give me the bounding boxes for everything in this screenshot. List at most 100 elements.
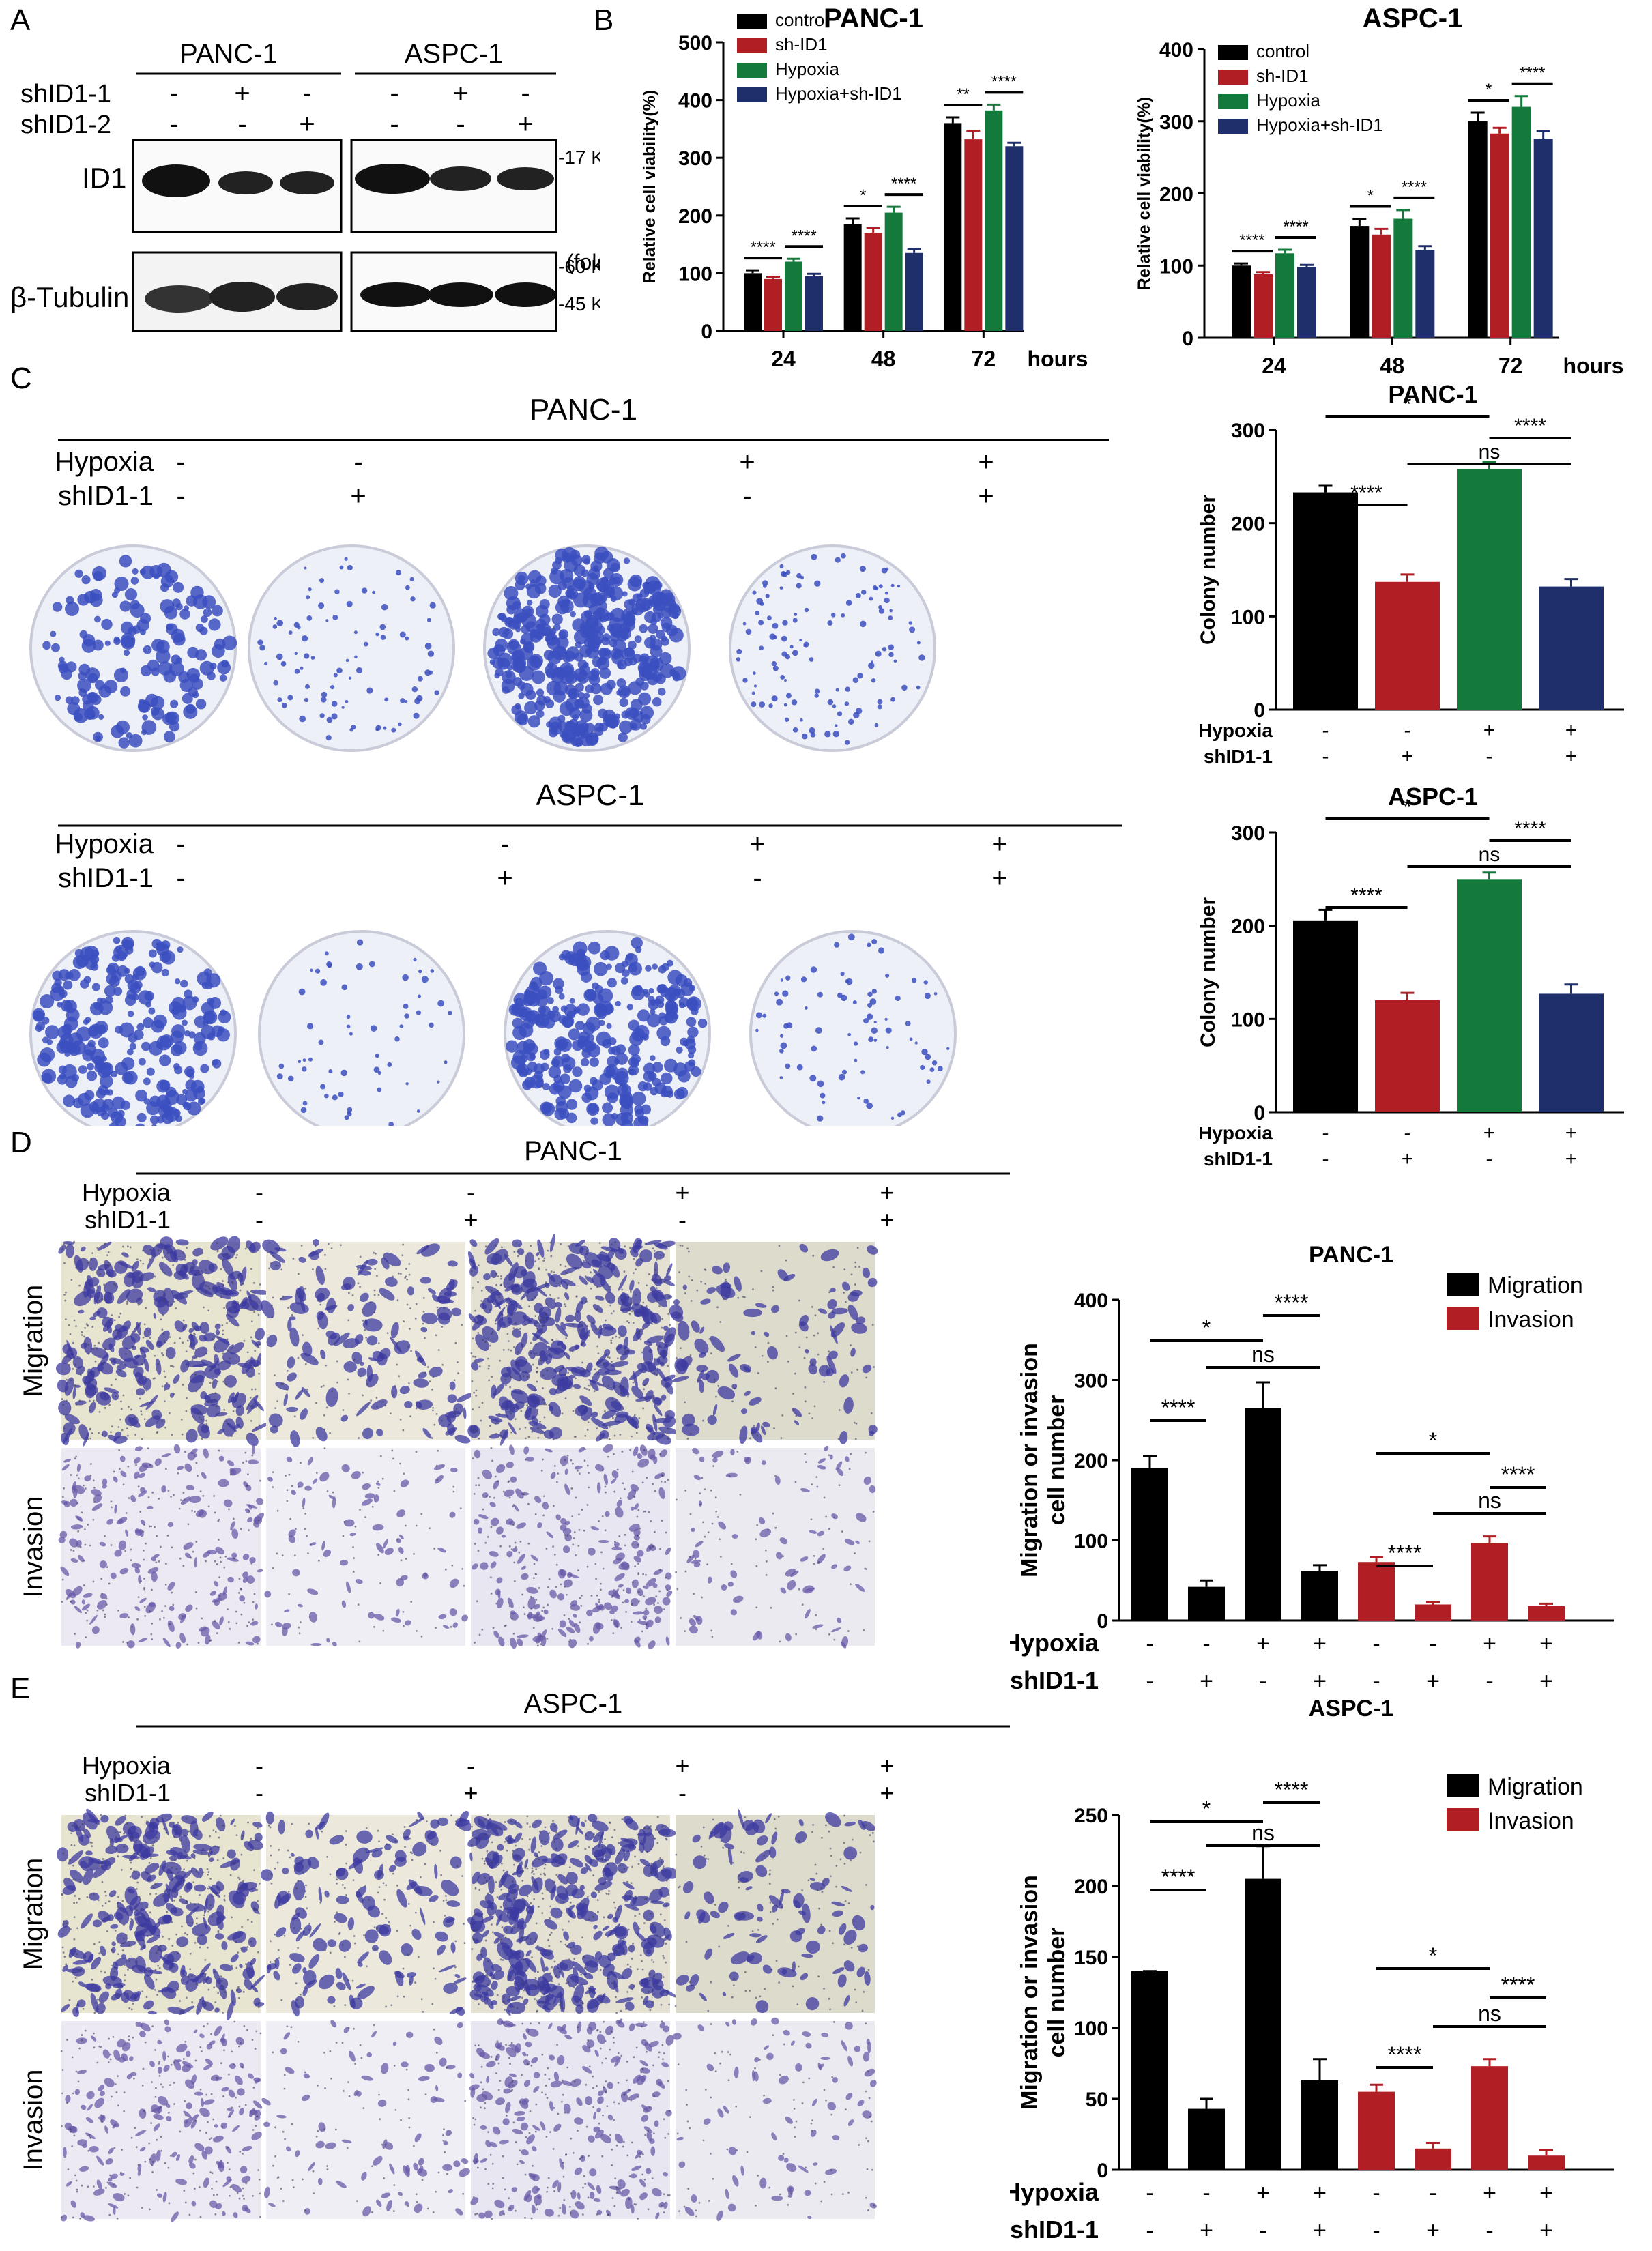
blot-sign: - <box>456 109 465 139</box>
panel-letter-a: A <box>10 3 31 37</box>
significance-label: **** <box>1501 1973 1535 1997</box>
bar <box>1131 1971 1168 2170</box>
legend-swatch <box>1447 1307 1479 1330</box>
bar <box>1188 2108 1225 2170</box>
bar <box>1528 2155 1565 2170</box>
y-tick-label: 200 <box>1231 513 1265 536</box>
sign: + <box>1483 2180 1496 2206</box>
sign: - <box>1146 2218 1153 2243</box>
sign: - <box>1146 1668 1153 1694</box>
migration-image <box>467 1233 678 1446</box>
bar <box>1358 1562 1395 1621</box>
significance-label: **** <box>1239 231 1264 250</box>
sign: + <box>880 1779 894 1807</box>
significance-label: **** <box>1402 178 1427 197</box>
y-tick-label: 400 <box>1074 1290 1108 1312</box>
y-axis-label: Relative cell viability(%) <box>1135 97 1154 290</box>
chart-title: ASPC-1 <box>1363 3 1463 33</box>
colonies <box>487 546 686 747</box>
legend-label: Invasion <box>1488 1307 1574 1333</box>
sign: + <box>1256 1631 1270 1657</box>
bar <box>1254 274 1273 338</box>
y-tick-label: 0 <box>1254 699 1265 722</box>
sign: + <box>1539 1668 1553 1694</box>
blot-fold-unit: (fold) <box>566 250 600 274</box>
transwell-row-label: Migration <box>18 1858 48 1971</box>
sign: - <box>1372 1631 1380 1657</box>
row-label-hypoxia: Hypoxia <box>1010 1629 1099 1657</box>
x-tick-label: 48 <box>871 347 896 371</box>
invasion-image <box>261 2020 470 2219</box>
significance-label: **** <box>1514 415 1546 437</box>
chart-title: PANC-1 <box>1309 1242 1393 1268</box>
blot-band <box>209 282 275 312</box>
sign: - <box>467 1178 475 1206</box>
bar <box>1490 133 1509 338</box>
sign: + <box>978 481 994 511</box>
sign: - <box>1404 719 1411 742</box>
y-tick-label: 0 <box>1254 1102 1265 1124</box>
significance-label: **** <box>1161 1395 1195 1420</box>
y-tick-label: 200 <box>1159 184 1193 206</box>
migration-image <box>57 1808 265 2021</box>
legend-swatch <box>737 38 767 53</box>
x-axis-label: hours <box>1028 347 1088 371</box>
y-tick-label: 0 <box>701 321 712 343</box>
sign: - <box>1404 1122 1411 1144</box>
sign: - <box>1322 1122 1329 1144</box>
bar <box>1275 253 1294 338</box>
sign: - <box>1372 2218 1380 2243</box>
legend-swatch <box>1218 70 1248 85</box>
bar <box>805 276 823 331</box>
y-tick-label: 300 <box>1231 420 1265 442</box>
colonies <box>276 939 452 1126</box>
x-tick-label: 72 <box>1498 353 1523 378</box>
bar <box>964 139 983 332</box>
migration-chart-panc: PANC-1 0 100 200 300 400 Migration or invasion… <box>1010 1242 1614 1694</box>
bar <box>1471 1543 1508 1621</box>
blot-sign: - <box>390 109 398 139</box>
significance-label: **** <box>1283 218 1308 236</box>
blot-sign: - <box>390 78 398 108</box>
section-title: ASPC-1 <box>536 779 645 812</box>
invasion-image <box>672 2017 877 2222</box>
sign: - <box>176 829 185 859</box>
colonies <box>42 555 237 749</box>
legend-label: Migration <box>1488 1774 1583 1800</box>
y-tick-label: 150 <box>1074 1947 1108 1969</box>
sign: + <box>1256 2180 1270 2206</box>
blot-tubulin-label: β-Tubulin <box>10 281 129 313</box>
invasion-image <box>471 1444 673 1649</box>
migration-image <box>55 1236 270 1447</box>
significance-label: * <box>1202 1316 1211 1340</box>
western-blot: PANC-1 ASPC-1 shID1-1 shID1-2 - + - - + - - - +… <box>10 39 600 332</box>
bar <box>1005 146 1024 331</box>
bar <box>1457 879 1522 1112</box>
sign: + <box>1565 745 1578 768</box>
blot-band <box>142 164 210 197</box>
sign: - <box>1322 719 1329 742</box>
migration-image <box>261 1238 474 1448</box>
blot-band <box>145 285 213 313</box>
blot-sign: + <box>299 109 315 139</box>
blot-band <box>355 164 430 194</box>
significance-label: **** <box>1388 1541 1422 1565</box>
significance-label: ns <box>1478 2001 1501 2026</box>
y-tick-label: 400 <box>1159 39 1193 61</box>
sign: + <box>463 1206 478 1234</box>
row-label-hypoxia: Hypoxia <box>1010 2178 1099 2206</box>
significance-label: * <box>1404 393 1412 416</box>
y-tick-label: 500 <box>678 32 712 55</box>
significance-label: **** <box>791 227 816 245</box>
colonies <box>755 933 950 1122</box>
y-axis-label: Relative cell viability(%) <box>640 90 659 283</box>
bar <box>1232 265 1251 338</box>
sign: - <box>353 447 362 477</box>
sign: + <box>1565 719 1578 742</box>
legend-label: control <box>1256 41 1309 61</box>
sign: + <box>978 447 994 477</box>
significance-label: * <box>1429 1943 1437 1968</box>
blot-sign: - <box>169 109 178 139</box>
section-title: ASPC-1 <box>524 1689 623 1719</box>
